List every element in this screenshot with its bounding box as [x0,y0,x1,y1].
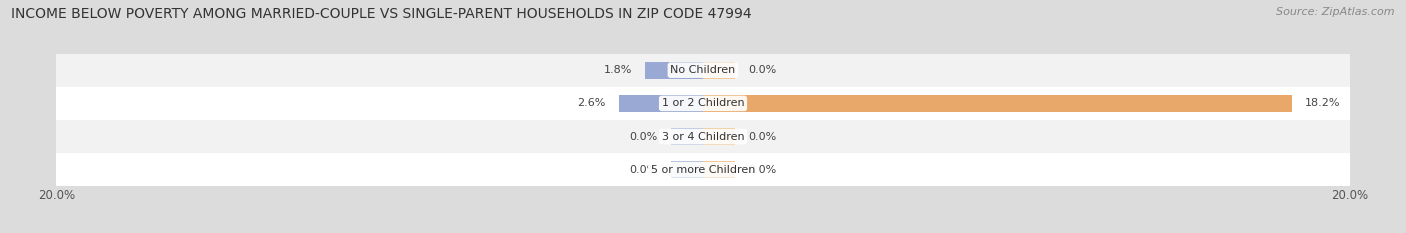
Text: 0.0%: 0.0% [748,132,776,142]
Bar [703,95,1292,112]
Text: 0.0%: 0.0% [748,65,776,75]
Bar [56,54,1350,87]
Bar [56,120,1350,153]
Text: 2.6%: 2.6% [578,98,606,108]
Text: 0.0%: 0.0% [748,165,776,175]
Text: 18.2%: 18.2% [1305,98,1340,108]
Text: 1 or 2 Children: 1 or 2 Children [662,98,744,108]
Text: 1.8%: 1.8% [603,65,631,75]
Text: 0.0%: 0.0% [630,165,658,175]
Bar [671,128,703,145]
Bar [56,87,1350,120]
Text: INCOME BELOW POVERTY AMONG MARRIED-COUPLE VS SINGLE-PARENT HOUSEHOLDS IN ZIP COD: INCOME BELOW POVERTY AMONG MARRIED-COUPL… [11,7,752,21]
Bar [703,62,735,79]
Text: No Children: No Children [671,65,735,75]
Bar [56,153,1350,186]
Text: 0.0%: 0.0% [630,132,658,142]
Bar [671,161,703,178]
Bar [619,95,703,112]
Bar [703,128,735,145]
Text: 5 or more Children: 5 or more Children [651,165,755,175]
Text: Source: ZipAtlas.com: Source: ZipAtlas.com [1277,7,1395,17]
Bar [703,161,735,178]
Text: 3 or 4 Children: 3 or 4 Children [662,132,744,142]
Bar [645,62,703,79]
